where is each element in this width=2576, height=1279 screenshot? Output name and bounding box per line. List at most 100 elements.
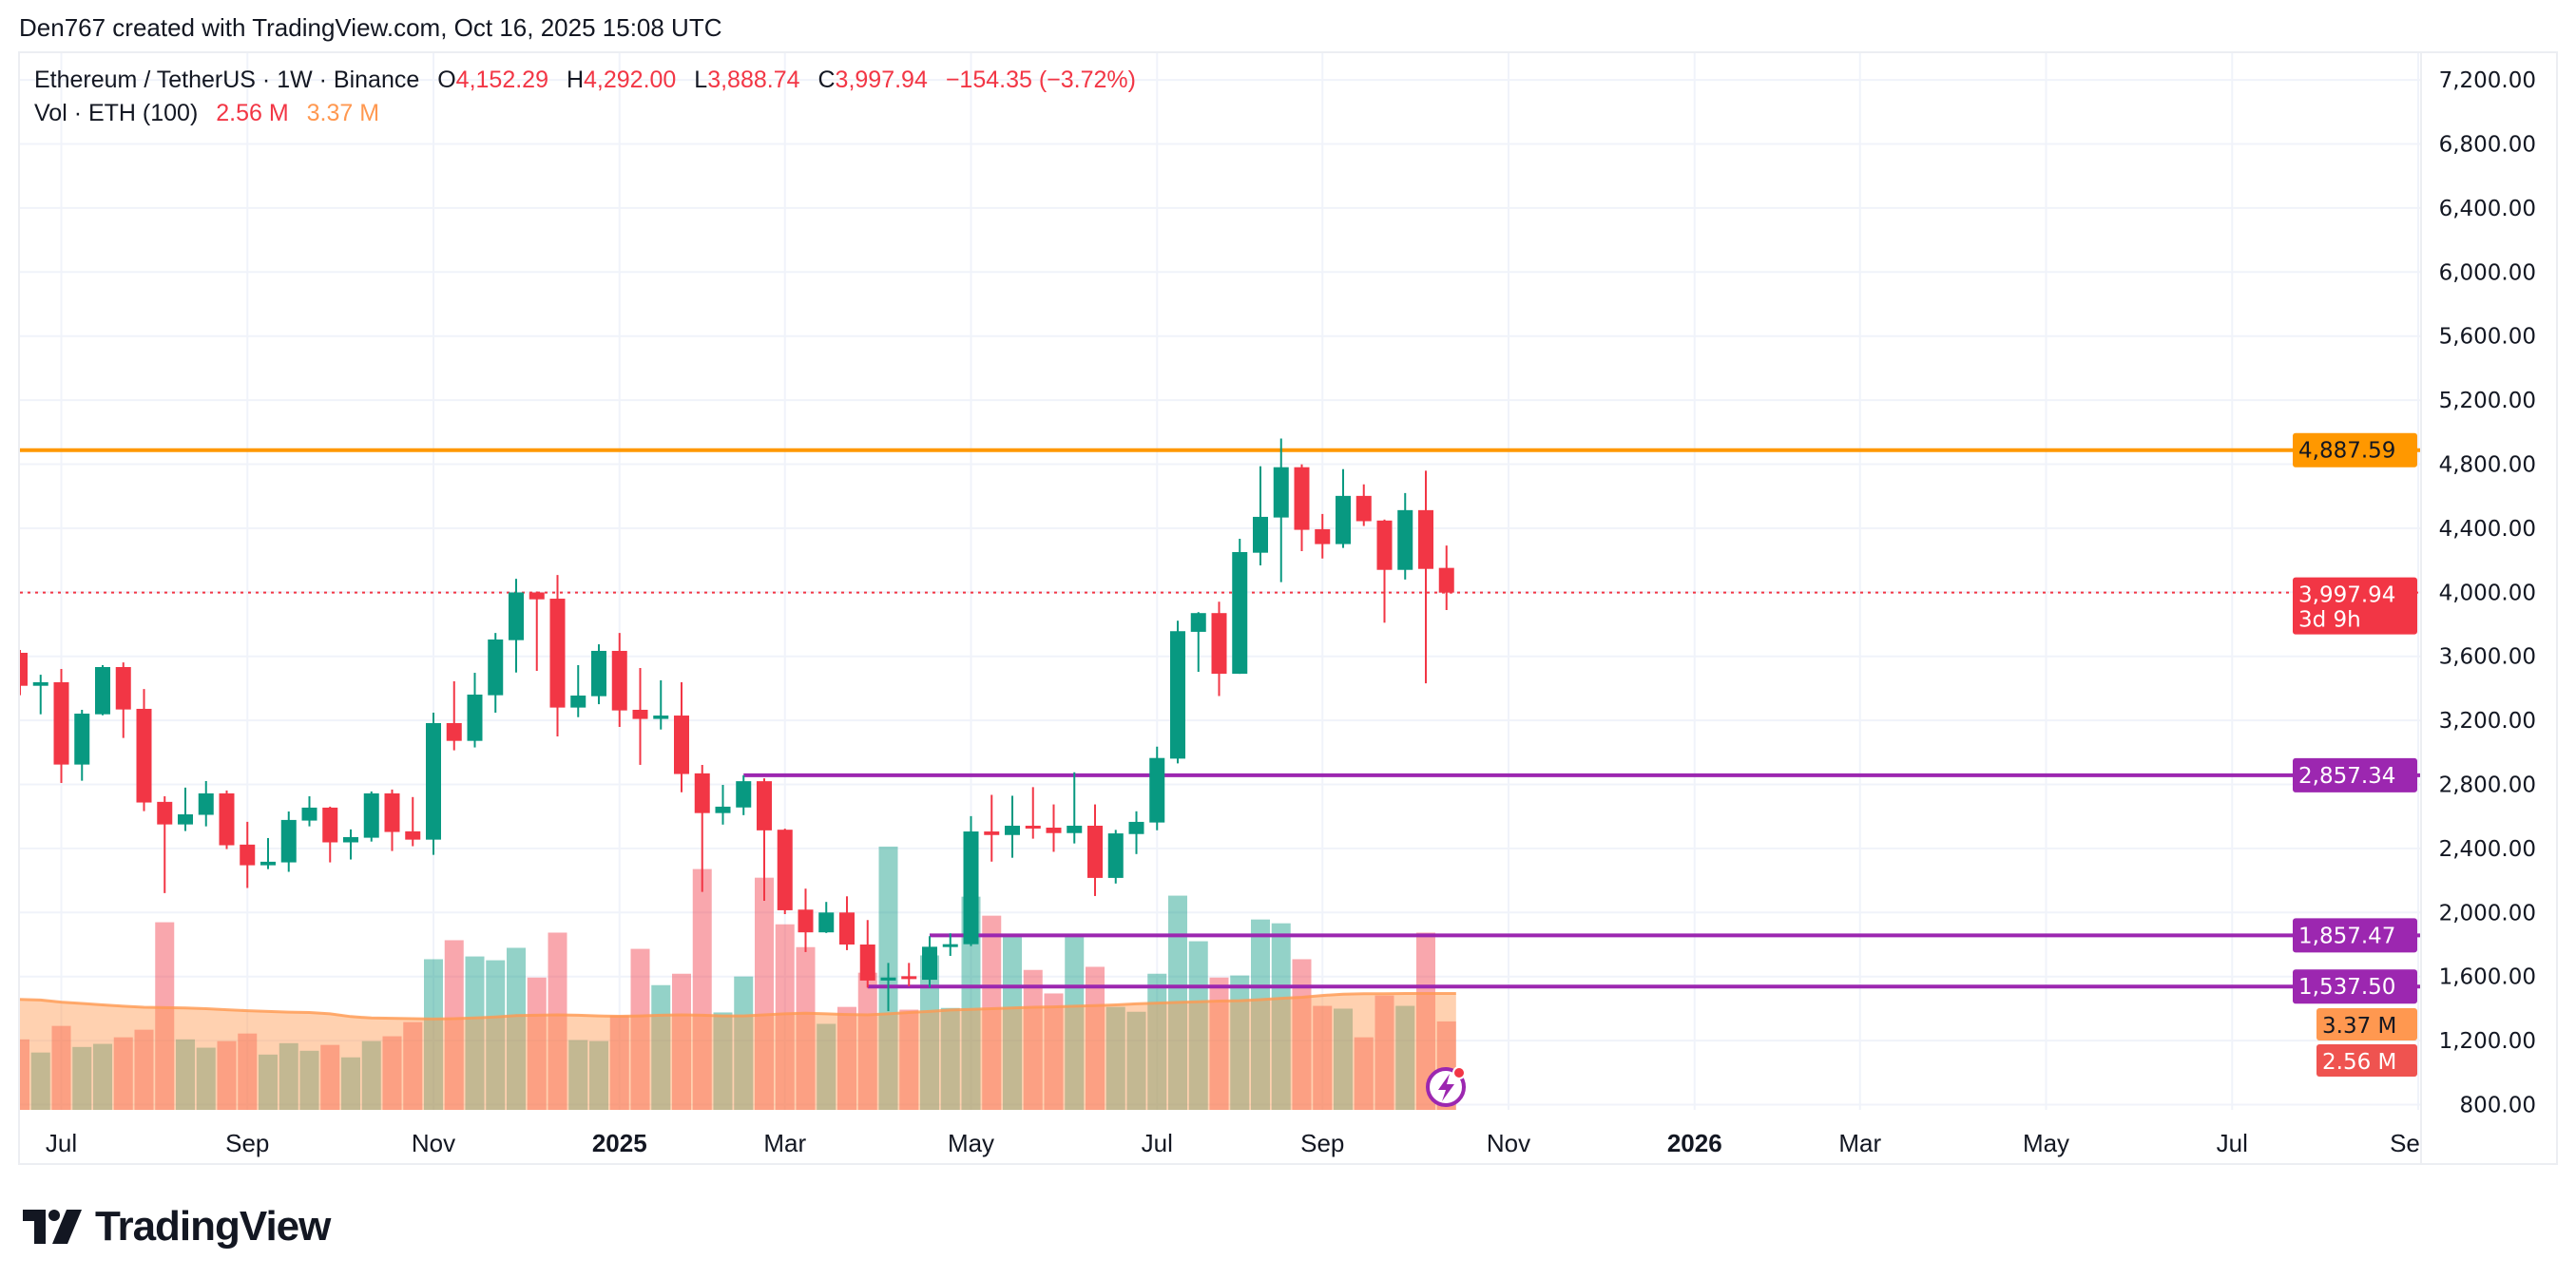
candle-body [1232,552,1248,675]
candle [922,936,937,988]
candle [426,713,441,855]
volume-bar [155,922,175,1110]
time-axis-label: Nov [412,1129,455,1157]
logo-text: TradingView [95,1203,331,1250]
volume-bar [134,1029,154,1110]
symbol-title[interactable]: Ethereum / TetherUS · 1W · Binance [34,67,420,93]
candle-body [1025,825,1041,829]
candle [880,963,896,1012]
candle-body [1438,567,1454,593]
volume-bar [672,973,691,1110]
candle-body [611,650,627,711]
price-axis-labels: 4,887.59 2,857.34 1,857.47 1,537.50 3,997.94… [2293,432,2417,1077]
candle [984,794,1000,862]
candle [178,787,193,831]
candle-body [240,844,256,866]
last-price-label-text: 3,997.94 [2298,583,2395,608]
level-price-label-text: 1,857.47 [2298,924,2395,948]
lightning-alert-icon[interactable] [1426,1066,1466,1107]
level-price-label: 2,857.34 [2293,757,2417,792]
candle-body [653,716,669,719]
candle [136,689,152,811]
candle-body [301,807,317,821]
candle [1149,746,1165,830]
volume-bar [589,1040,608,1110]
volume-bar [1188,941,1208,1110]
candle-body [1046,827,1062,833]
candle-body [467,694,483,741]
candle [405,796,421,847]
price-axis-ticks: 800.00 1,200.00 1,600.00 2,000.00 2,400.00 2,… [2439,68,2536,1117]
volume-bar [507,947,526,1110]
candle-body [1190,613,1206,632]
volume-bar [51,1025,71,1110]
horizontal-levels[interactable] [20,448,2420,989]
candle [1253,466,1268,565]
candle [839,896,855,950]
candle [694,764,710,892]
candle [301,795,317,827]
time-axis[interactable]: Jul Sep Nov 2025 Mar May Jul Sep Nov 2026 Mar May Ju… [46,1129,2420,1157]
time-axis-label: Mar [763,1129,806,1157]
volume-bar [568,1040,588,1110]
volume-value: 2.56 M [216,100,289,126]
chart-attribution: Den767 created with TradingView.com, Oct… [19,13,722,42]
candle-body [880,977,896,981]
volume-bar [299,1050,319,1110]
volume-bar [72,1046,92,1110]
candle [115,662,131,738]
volume-title[interactable]: Vol · ETH (100) [34,100,199,126]
volume-bar [857,972,877,1110]
chart-frame [18,51,2558,1165]
volume-bar [548,932,567,1110]
time-axis-label: May [2023,1129,2069,1157]
candle [446,680,462,751]
candle-body [74,714,90,765]
candle-body [922,946,937,981]
volume-bar [403,1021,423,1110]
low-value: 3,888.74 [707,67,800,93]
candle-body [32,681,48,686]
volume-bar [30,1052,50,1110]
candle-body [1170,631,1185,759]
volume-bar [899,1009,919,1110]
price-axis[interactable] [2421,53,2556,1163]
volume-bar [940,1007,960,1110]
level-price-label-text: 4,887.59 [2298,439,2395,464]
candle [219,790,235,849]
volume-bar [1023,969,1043,1110]
candle [260,837,276,869]
volume-bar [1230,975,1250,1110]
candle [198,780,214,827]
candle-body [488,640,504,696]
candle [384,789,400,851]
time-axis-label: May [948,1129,994,1157]
candle [1107,830,1124,884]
volume-bar [1126,1011,1146,1110]
time-axis-label: Jul [2217,1129,2248,1157]
candle [1067,772,1083,844]
volume-bar [93,1043,112,1110]
candle-body [942,944,958,947]
price-tick-label: 2,800.00 [2439,773,2536,798]
volume-bar [20,1039,29,1110]
candles [20,438,1454,1012]
volume-bar [1209,977,1229,1110]
candle-body [549,599,566,708]
candle-body [901,976,917,980]
candle [363,791,379,842]
candle [1438,545,1454,611]
volume-bar [465,956,485,1110]
candle-body [260,861,276,866]
price-tick-label: 5,200.00 [2439,389,2536,413]
volume-bar [982,915,1002,1110]
candle-body [1315,528,1331,544]
volume-bar [196,1047,216,1110]
tradingview-logo[interactable]: TradingView [23,1203,331,1250]
level-price-label: 4,887.59 [2293,432,2417,468]
symbol-legend: Ethereum / TetherUS · 1W · Binance O4,15… [34,67,1136,94]
candle [818,902,835,933]
candle [20,649,28,696]
candle-body [715,806,731,813]
